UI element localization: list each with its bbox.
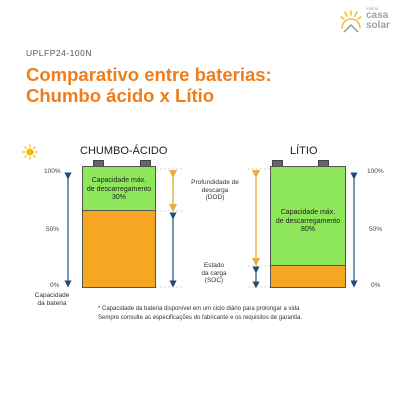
lithium-capacity-label: Capacidade máx. de descarregamento 80% xyxy=(271,209,345,235)
lead-capacity-line-2: de descarregamento xyxy=(86,185,152,193)
right-scale-0: 0% xyxy=(371,282,381,289)
battery-capacity-line-1: Capacidade xyxy=(34,292,70,299)
left-scale-0: 0% xyxy=(50,282,60,289)
lead-capacity-label: Capacidade máx. de descarregamento 30% xyxy=(83,177,155,203)
soc-line-3: (SOC) xyxy=(204,277,224,284)
lead-capacity-fill: Capacidade máx. de descarregamento 30% xyxy=(83,167,155,211)
left-scale-50: 50% xyxy=(46,226,60,233)
logo-line-1: casa xyxy=(366,10,389,21)
right-scale-100: 100% xyxy=(367,168,384,175)
left-scale-100: 100% xyxy=(44,168,61,175)
lithium-capacity-line-1: Capacidade máx. xyxy=(280,209,336,216)
lithium-capacity-fill: Capacidade máx. de descarregamento 80% xyxy=(271,167,345,266)
brand-logo: minha casa solar xyxy=(336,6,396,38)
battery-capacity-line-2: da bateria xyxy=(37,299,67,307)
model-code: UPLFP24-100N xyxy=(26,48,93,58)
title-line-1: Comparativo entre baterias: xyxy=(26,64,272,85)
logo-line-2: solar xyxy=(366,20,390,31)
lithium-capacity-value: 80% xyxy=(300,226,315,233)
lead-acid-title: CHUMBO-ÁCIDO xyxy=(80,145,168,157)
battery-capacity-label: Capacidade da bateria xyxy=(28,292,76,307)
footnote-line-1: * Capacidade da bateria disponível em um… xyxy=(98,306,300,312)
logo-small-text: minha xyxy=(366,6,379,11)
footnote: * Capacidade da bateria disponível em um… xyxy=(98,305,388,323)
dod-line-2: descarga xyxy=(201,186,229,194)
title-line-2: Chumbo ácido x Lítio xyxy=(26,85,215,106)
soc-line-2: da carga xyxy=(201,269,227,277)
lithium-battery: Capacidade máx. de descarregamento 80% xyxy=(270,166,346,288)
page-title: Comparativo entre baterias: Chumbo ácido… xyxy=(26,64,326,106)
sun-icon xyxy=(22,144,38,160)
lithium-capacity-line-2: de descarregamento xyxy=(275,217,341,225)
footnote-line-2: Sempre consulte as especificações do fab… xyxy=(98,315,303,321)
lithium-title: LÍTIO xyxy=(290,145,318,157)
lead-acid-battery: Capacidade máx. de descarregamento 30% xyxy=(82,166,156,288)
dod-label: Profundidade de descarga (DOD) xyxy=(182,179,248,202)
soc-label: Estado da carga (SOC) xyxy=(190,262,238,285)
sun-house-logo-icon xyxy=(340,10,362,33)
dod-line-1: Profundidade de xyxy=(191,179,239,186)
right-scale-50: 50% xyxy=(369,226,383,233)
lead-capacity-value: 30% xyxy=(111,194,126,201)
dod-line-3: (DOD) xyxy=(205,194,225,201)
soc-line-1: Estado xyxy=(203,262,225,269)
lead-capacity-line-1: Capacidade máx. xyxy=(91,177,147,184)
